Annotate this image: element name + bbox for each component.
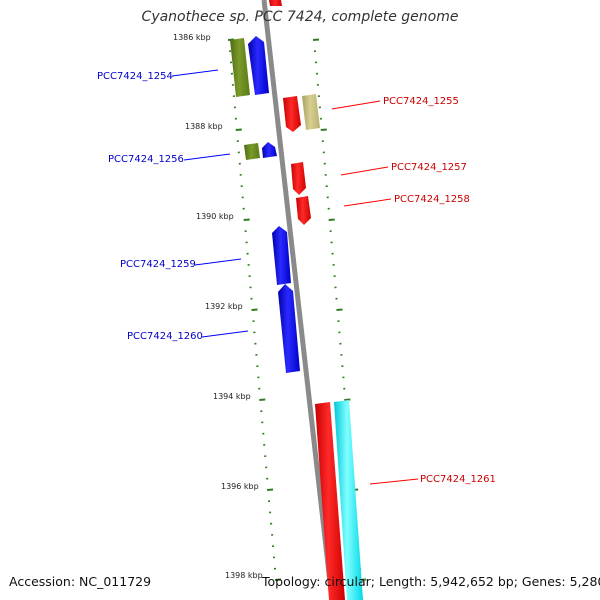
gene-label-PCC7424_1260[interactable]: PCC7424_1260 <box>127 331 203 342</box>
leader-line <box>183 153 231 161</box>
major-tick <box>267 488 274 491</box>
major-tick <box>320 128 327 131</box>
gene-arrow-PCC7424_1256[interactable] <box>262 142 277 158</box>
gene-block-olive[interactable] <box>230 38 250 97</box>
major-tick <box>243 218 250 221</box>
scale-label: 1390 kbp <box>196 212 234 221</box>
scale-label: 1398 kbp <box>225 571 263 580</box>
gene-label-PCC7424_1254[interactable]: PCC7424_1254 <box>97 71 173 82</box>
gene-block-olive[interactable] <box>244 143 260 160</box>
gene-arrow-PCC7424_1260[interactable] <box>278 284 300 373</box>
gene-label-PCC7424_1255[interactable]: PCC7424_1255 <box>383 96 459 107</box>
major-tick <box>259 398 266 401</box>
scale-labels: 1386 kbp 1388 kbp 1390 kbp 1392 kbp 1394… <box>173 33 263 580</box>
accession-label: Accession: NC_011729 <box>9 574 152 589</box>
gene-features <box>230 0 363 600</box>
gene-label-PCC7424_1259[interactable]: PCC7424_1259 <box>120 259 196 270</box>
map-title: Cyanothece sp. PCC 7424, complete genome <box>141 9 459 25</box>
scale-label: 1386 kbp <box>173 33 211 42</box>
gene-arrow-PCC7424_1254[interactable] <box>248 36 269 95</box>
major-tick <box>312 38 320 41</box>
length-text: Length: 5,942,652 bp; <box>378 574 518 589</box>
gene-label-PCC7424_1258[interactable]: PCC7424_1258 <box>394 194 470 205</box>
topology-text: Topology: circular; <box>262 574 375 589</box>
leader-line <box>171 69 219 77</box>
genes-count-text: Genes: 5,280 <box>521 574 600 589</box>
inner-tick-track <box>227 38 282 581</box>
leader-line <box>194 258 242 266</box>
leader-line <box>369 478 419 485</box>
gene-arrow-PCC7424_1255[interactable] <box>283 96 301 132</box>
major-tick <box>336 308 343 311</box>
gene-block-PCC7424_1261[interactable] <box>315 402 345 600</box>
scale-label: 1394 kbp <box>213 392 251 401</box>
major-tick <box>328 218 335 221</box>
gene-block-red[interactable] <box>269 0 282 6</box>
genome-summary: Topology: circular; Length: 5,942,652 bp… <box>262 574 600 589</box>
gene-block-cyan[interactable] <box>334 400 363 600</box>
major-tick <box>274 578 282 581</box>
leader-lines <box>171 69 419 485</box>
gene-arrow-PCC7424_1257[interactable] <box>291 162 306 195</box>
scale-label: 1388 kbp <box>185 122 223 131</box>
scale-label: 1396 kbp <box>221 482 259 491</box>
leader-line <box>331 100 381 110</box>
leader-line <box>340 166 389 176</box>
major-tick <box>251 308 258 311</box>
gene-arrow-PCC7424_1259[interactable] <box>272 226 291 285</box>
leader-line <box>201 330 249 338</box>
major-tick <box>344 398 351 401</box>
genome-backbone <box>261 0 335 600</box>
scale-label: 1392 kbp <box>205 302 243 311</box>
gene-arrow-PCC7424_1258[interactable] <box>296 196 311 225</box>
gene-label-PCC7424_1256[interactable]: PCC7424_1256 <box>108 154 184 165</box>
gene-label-PCC7424_1261[interactable]: PCC7424_1261 <box>420 474 496 485</box>
gene-block-khaki[interactable] <box>302 94 320 130</box>
gene-label-PCC7424_1257[interactable]: PCC7424_1257 <box>391 162 467 173</box>
leader-line <box>343 198 392 207</box>
gene-labels: PCC7424_1254 PCC7424_1255 PCC7424_1256 P… <box>97 71 496 485</box>
major-tick <box>235 128 242 131</box>
